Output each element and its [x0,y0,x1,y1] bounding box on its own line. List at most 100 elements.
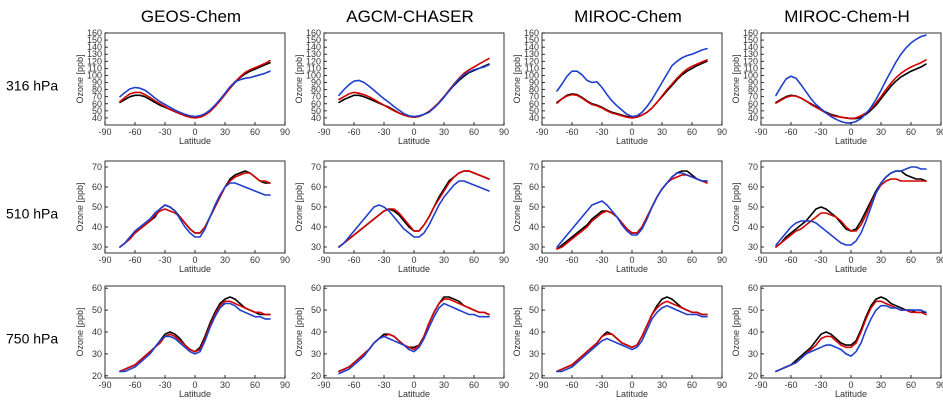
panel-316-hpa-miroc-chem-h-ylabel: Ozone [ppb] [731,54,741,103]
panel-316-hpa-geos-chem-ytick-label: 140 [87,42,102,52]
panel-510-hpa-geos-chem-xtick-label: 0 [192,255,197,265]
panel-510-hpa-geos-chem-ytick-label: 60 [92,182,102,192]
panel-316-hpa-miroc-chem-ytick-label: 110 [525,63,539,73]
panel-510-hpa-miroc-chem-h-black-line [775,170,927,248]
panel-316-hpa-agcm-chaser-ytick-label: 50 [311,106,321,116]
panel-510-hpa-geos-chem-frame [104,160,286,254]
panel-510-hpa-miroc-chem-xtick-label: -90 [535,255,548,265]
panel-316-hpa-miroc-chem-frame [541,32,723,126]
panel-510-hpa-agcm-chaser-blue-line [338,180,490,248]
panel-750-hpa-geos-chem-xlabel: Latitude [179,389,211,399]
panel-316-hpa-geos-chem-ytick-label: 70 [92,92,102,102]
panel-750-hpa-geos-chem-xtick-label: 60 [250,380,260,390]
panel-316-hpa-geos-chem-xtick-label: 60 [250,127,260,137]
panel-316-hpa-miroc-chem-ytick-label: 140 [524,42,539,52]
panel-510-hpa-miroc-chem-xlabel: Latitude [616,264,648,274]
panel-510-hpa-miroc-chem-xtick-label: -30 [595,255,608,265]
panel-316-hpa-agcm-chaser-xtick-label: 90 [499,127,509,137]
panel-316-hpa-agcm-chaser-ytick-label: 60 [311,99,321,109]
panel-750-hpa-miroc-chem-h-ytick-label: 20 [748,371,758,381]
panel-316-hpa-miroc-chem-h: -90-60-300306090405060708090100110120130… [731,28,943,146]
panel-510-hpa-agcm-chaser-xtick-label: 60 [469,255,479,265]
panel-510-hpa-miroc-chem-xtick-label: 0 [629,255,634,265]
panel-510-hpa-agcm-chaser-ytick-label: 30 [311,242,321,252]
panel-316-hpa-agcm-chaser-xtick-label: 60 [469,127,479,137]
panel-510-hpa-miroc-chem-h-ytick-label: 50 [748,202,758,212]
panel-510-hpa-miroc-chem-h-xtick-label: 0 [848,255,853,265]
panel-750-hpa-agcm-chaser-xtick-label: 0 [411,380,416,390]
panel-316-hpa-miroc-chem-h-ytick-label: 150 [743,35,758,45]
panel-316-hpa-agcm-chaser-xlabel: Latitude [398,136,430,146]
panel-750-hpa-miroc-chem-frame [541,285,723,379]
panel-750-hpa-miroc-chem-h-xtick-label: -90 [754,380,767,390]
panel-510-hpa-agcm-chaser-xtick-label: 90 [499,255,509,265]
panel-316-hpa-miroc-chem-h-ytick-label: 40 [748,113,758,123]
panel-750-hpa-agcm-chaser-blue-line [338,302,490,375]
panel-750-hpa-agcm-chaser-red-line [338,298,490,373]
panel-510-hpa-miroc-chem-h-ylabel: Ozone [ppb] [731,182,741,231]
panel-750-hpa-miroc-chem-h: -90 -60 -30 0 30 60 90 20 30 40 50 60 Latitude Ozone … [731,283,943,399]
panel-316-hpa-miroc-chem-ytick-label: 70 [529,92,539,102]
panel-750-hpa-miroc-chem-h-ytick-label: 30 [748,349,758,359]
panel-510-hpa-miroc-chem-xtick-label: -60 [565,255,578,265]
panel-750-hpa-miroc-chem: -90 -60 -30 0 30 60 90 20 30 40 50 60 Latitude Ozone … [512,283,727,399]
panel-750-hpa-agcm-chaser-xlabel: Latitude [398,389,430,399]
panel-510-hpa-miroc-chem-red-line [556,174,708,250]
panel-316-hpa-miroc-chem-h-ytick-label: 70 [748,92,758,102]
panel-510-hpa-geos-chem-ytick-label: 50 [92,202,102,212]
panel-316-hpa-geos-chem-frame [104,32,286,126]
panel-510-hpa-miroc-chem-h-xtick-label: 90 [936,255,943,265]
panel-316-hpa-miroc-chem-ytick-label: 120 [524,56,539,66]
panel-316-hpa-geos-chem-blue-line [119,70,271,118]
panel-510-hpa-miroc-chem-ytick-label: 50 [529,202,539,212]
panel-750-hpa-miroc-chem-ytick-label: 20 [529,371,539,381]
panel-510-hpa-agcm-chaser-xlabel: Latitude [398,264,430,274]
panel-316-hpa-miroc-chem-ytick-label: 160 [524,28,539,38]
panel-750-hpa-miroc-chem-red-line [556,300,708,373]
panel-750-hpa-miroc-chem-h-ytick-label: 40 [748,327,758,337]
panel-750-hpa-agcm-chaser-ytick-label: 40 [311,327,321,337]
panel-316-hpa-miroc-chem-xtick-label: 60 [687,127,697,137]
panel-316-hpa-miroc-chem-xlabel: Latitude [616,136,648,146]
panel-750-hpa-agcm-chaser-black-line [338,296,490,373]
panel-316-hpa-agcm-chaser-ytick-label: 120 [306,56,321,66]
panel-316-hpa-miroc-chem-xtick-label: 0 [629,127,634,137]
panel-316-hpa-agcm-chaser-ytick-label: 90 [311,78,321,88]
panel-316-hpa-geos-chem-ytick-label: 120 [87,56,102,66]
panel-510-hpa-miroc-chem-black-line [556,170,708,250]
panel-750-hpa-miroc-chem-h-xtick-label: 30 [876,380,886,390]
panel-750-hpa-miroc-chem-ytick-label: 40 [529,327,539,337]
panel-316-hpa-agcm-chaser-ytick-label: 150 [306,35,321,45]
panel-510-hpa-miroc-chem: -90 -60 -30 0 30 60 90 30 40 50 60 70 Latitude Ozone … [512,160,727,274]
panel-316-hpa-miroc-chem-h-ytick-label: 80 [748,85,758,95]
panel-750-hpa-miroc-chem-h-xtick-label: 90 [936,380,943,390]
panel-316-hpa-miroc-chem-h-ytick-label: 100 [743,70,758,80]
panel-510-hpa-geos-chem-ytick-label: 40 [92,222,102,232]
panel-510-hpa-agcm-chaser-xtick-label: -30 [377,255,390,265]
column-title-agcm-chaser: AGCM-CHASER [346,7,474,26]
panel-750-hpa-geos-chem-xtick-label: 0 [192,380,197,390]
panel-316-hpa-miroc-chem-h-xtick-label: -60 [784,127,797,137]
panel-316-hpa-agcm-chaser-blue-line [338,64,490,118]
panel-316-hpa-geos-chem-xtick-label: 30 [220,127,230,137]
panel-316-hpa-geos-chem-ytick-label: 90 [92,78,102,88]
panel-750-hpa-miroc-chem-h-ytick-label: 60 [748,283,758,293]
panel-510-hpa-miroc-chem-h-ytick-label: 40 [748,222,758,232]
panel-316-hpa-miroc-chem-red-line [556,59,708,119]
panel-750-hpa-agcm-chaser-ylabel: Ozone [ppb] [294,307,304,356]
panel-750-hpa-miroc-chem-ytick-label: 60 [529,283,539,293]
panel-750-hpa-miroc-chem-h-xtick-label: -30 [814,380,827,390]
panel-316-hpa-miroc-chem-h-xtick-label: -90 [754,127,767,137]
panel-316-hpa-agcm-chaser-ytick-label: 140 [306,42,321,52]
panel-750-hpa-agcm-chaser-ytick-label: 30 [311,349,321,359]
panel-750-hpa-geos-chem-red-line [119,300,271,373]
panel-316-hpa-miroc-chem-xtick-label: 30 [657,127,667,137]
panel-510-hpa-geos-chem-red-line [119,172,271,248]
panel-750-hpa-miroc-chem-xtick-label: 0 [629,380,634,390]
panel-750-hpa-agcm-chaser-xtick-label: 30 [439,380,449,390]
panel-316-hpa-miroc-chem-h-xtick-label: 0 [848,127,853,137]
panel-750-hpa-geos-chem-ytick-label: 20 [92,371,102,381]
panel-316-hpa-agcm-chaser-ytick-label: 160 [306,28,321,38]
panel-750-hpa-agcm-chaser-ytick-label: 50 [311,305,321,315]
panel-750-hpa-geos-chem-ylabel: Ozone [ppb] [75,307,85,356]
